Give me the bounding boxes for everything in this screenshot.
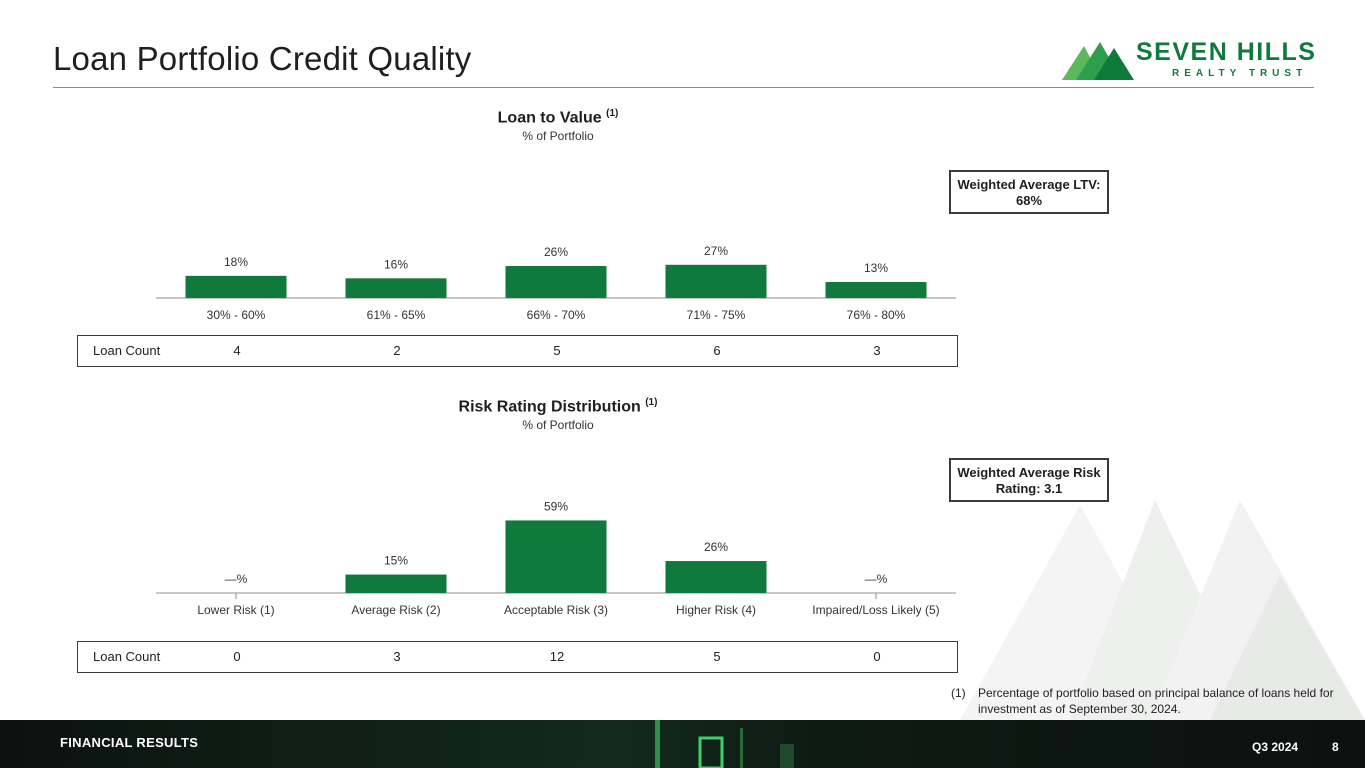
loan-count-value: 6 xyxy=(713,343,721,358)
data-label: 16% xyxy=(384,257,408,271)
ltv-chart-title: Loan to Value (1) xyxy=(497,108,619,127)
risk-chart-title: Risk Rating Distribution (1) xyxy=(458,397,658,416)
x-tick-label: Impaired/Loss Likely (5) xyxy=(812,603,939,617)
bar xyxy=(825,282,927,298)
weighted-average-risk-callout: Weighted Average Risk Rating: 3.1 xyxy=(949,458,1109,502)
page-number: 8 xyxy=(1332,740,1339,754)
x-tick-label: 76% - 80% xyxy=(847,308,906,322)
loan-count-value: 4 xyxy=(233,343,241,358)
background-mountains-graphic xyxy=(960,500,1365,720)
loan-count-value: 5 xyxy=(713,649,721,664)
risk-loan-count-row: Loan Count 0 3 12 5 0 xyxy=(77,641,958,673)
data-label: 15% xyxy=(384,554,408,568)
bar xyxy=(505,266,607,298)
bar xyxy=(665,561,767,593)
x-tick-label: Higher Risk (4) xyxy=(676,603,756,617)
bar xyxy=(665,264,767,298)
footer-background-graphic xyxy=(0,720,1365,768)
title-divider xyxy=(53,87,1314,88)
loan-count-label: Loan Count xyxy=(93,343,161,358)
x-tick-label: Lower Risk (1) xyxy=(197,603,274,617)
loan-count-label: Loan Count xyxy=(93,649,161,664)
loan-count-value: 0 xyxy=(233,649,241,664)
company-logo: SEVEN HILLS REALTY TRUST xyxy=(1062,38,1322,82)
bar xyxy=(345,574,447,593)
x-tick-label: 30% - 60% xyxy=(207,308,266,322)
bar xyxy=(505,520,607,593)
loan-count-value: 12 xyxy=(549,649,565,664)
loan-count-value: 3 xyxy=(393,649,401,664)
data-label: 13% xyxy=(864,261,888,275)
x-tick-label: Average Risk (2) xyxy=(351,603,440,617)
ltv-chart-subtitle: % of Portfolio xyxy=(522,129,594,143)
logo-tagline: REALTY TRUST xyxy=(1172,68,1308,79)
x-tick-label: 71% - 75% xyxy=(687,308,746,322)
mountain-logo-icon xyxy=(1062,42,1134,80)
footnote-number: (1) xyxy=(951,686,966,700)
x-tick-label: Acceptable Risk (3) xyxy=(504,603,608,617)
footnote-text: Percentage of portfolio based on princip… xyxy=(978,686,1334,716)
bar xyxy=(185,275,287,298)
logo-wordmark: SEVEN HILLS xyxy=(1136,38,1317,66)
data-label: 18% xyxy=(224,255,248,269)
risk-chart-subtitle: % of Portfolio xyxy=(522,418,594,432)
loan-count-value: 5 xyxy=(553,343,561,358)
data-label: 26% xyxy=(704,540,728,554)
ltv-loan-count-row: Loan Count 4 2 5 6 3 xyxy=(77,335,958,367)
weighted-average-ltv-callout: Weighted Average LTV: 68% xyxy=(949,170,1109,214)
footer-bar: FINANCIAL RESULTS Q3 2024 8 xyxy=(0,720,1365,768)
bar xyxy=(345,278,447,298)
loan-count-value: 0 xyxy=(873,649,881,664)
loan-count-value: 2 xyxy=(393,343,401,358)
x-tick-label: 61% - 65% xyxy=(367,308,426,322)
page-title: Loan Portfolio Credit Quality xyxy=(53,40,472,77)
footer-period: Q3 2024 xyxy=(1252,740,1299,754)
data-label: —% xyxy=(865,572,888,586)
x-tick-label: 66% - 70% xyxy=(527,308,586,322)
data-label: 26% xyxy=(544,245,568,259)
data-label: —% xyxy=(225,572,248,586)
loan-count-value: 3 xyxy=(873,343,881,358)
data-label: 27% xyxy=(704,244,728,258)
footer-section-label: FINANCIAL RESULTS xyxy=(60,735,199,750)
data-label: 59% xyxy=(544,499,568,513)
ltv-bar-chart: 18% 30% - 60% 16% 61% - 65% 26% 66% - 70% 27% 7… xyxy=(156,244,956,322)
risk-rating-bar-chart: —% Lower Risk (1) 15% Average Risk (2) 59% Ac… xyxy=(156,499,956,617)
